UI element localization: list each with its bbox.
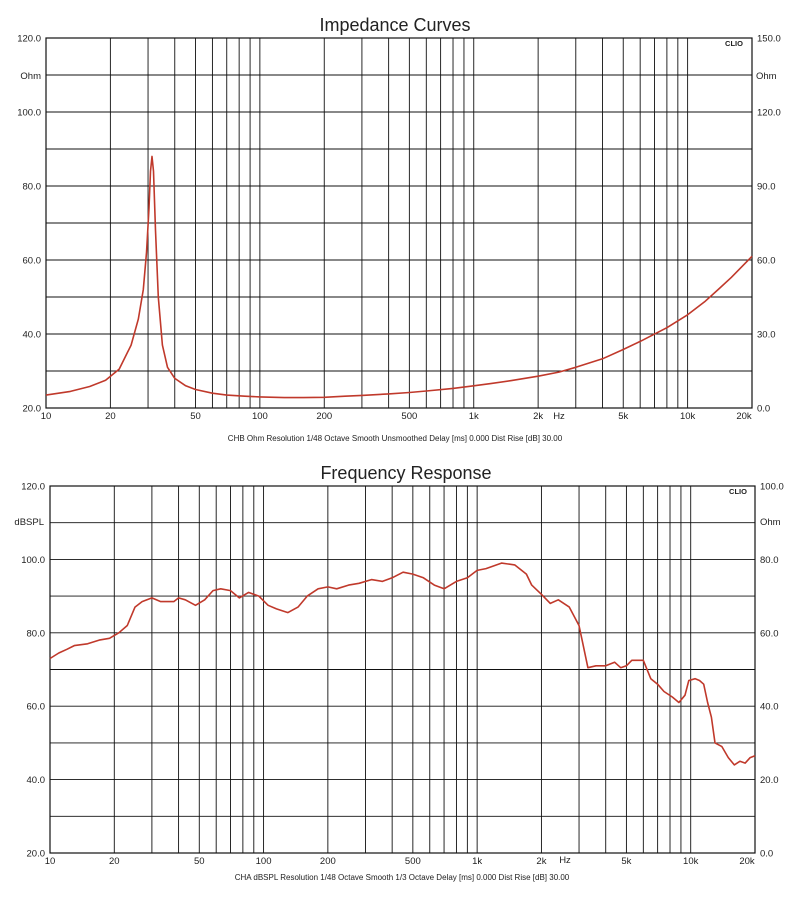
- y-tick-label: 20.0: [27, 849, 46, 860]
- x-tick-label: 10k: [680, 411, 696, 422]
- chart-title: Frequency Response: [320, 463, 491, 483]
- y2-tick-label: 0.0: [760, 849, 773, 860]
- y-axis-label: Ohm: [20, 71, 41, 82]
- brand-logo: CLIO: [725, 39, 743, 48]
- x-tick-label: 500: [401, 411, 417, 422]
- y-tick-label: 100.0: [21, 555, 45, 566]
- x-tick-label: 200: [316, 411, 332, 422]
- brand-logo: CLIO: [729, 487, 747, 496]
- y2-tick-label: 0.0: [757, 404, 770, 415]
- x-tick-label: 500: [405, 856, 421, 867]
- x-tick-label: 10k: [683, 856, 699, 867]
- y2-tick-label: 20.0: [760, 775, 779, 786]
- y2-axis-label: Ohm: [756, 71, 777, 82]
- y-axis-label: dBSPL: [14, 517, 44, 528]
- x-axis-unit: Hz: [553, 411, 565, 422]
- chart-caption: CHA dBSPL Resolution 1/48 Octave Smooth …: [235, 873, 570, 882]
- data-line: [49, 562, 756, 766]
- y2-tick-label: 100.0: [760, 482, 784, 493]
- y2-tick-label: 60.0: [757, 256, 776, 267]
- x-tick-label: 1k: [472, 856, 482, 867]
- x-tick-label: 100: [252, 411, 268, 422]
- x-tick-label: 20k: [739, 856, 755, 867]
- y2-tick-label: 30.0: [757, 330, 776, 341]
- y-tick-label: 80.0: [23, 182, 42, 193]
- x-tick-label: 10: [41, 411, 52, 422]
- y-tick-label: 60.0: [27, 702, 46, 713]
- y-tick-label: 120.0: [17, 34, 41, 45]
- x-tick-label: 200: [320, 856, 336, 867]
- x-tick-label: 20: [105, 411, 116, 422]
- y-tick-label: 40.0: [23, 330, 42, 341]
- y2-tick-label: 120.0: [757, 108, 781, 119]
- plot-frame: [49, 485, 756, 854]
- x-tick-label: 20k: [736, 411, 752, 422]
- x-tick-label: 50: [190, 411, 201, 422]
- y2-axis-label: Ohm: [760, 517, 781, 528]
- y2-tick-label: 40.0: [760, 702, 779, 713]
- chart-caption: CHB Ohm Resolution 1/48 Octave Smooth Un…: [228, 434, 563, 443]
- x-tick-label: 100: [256, 856, 272, 867]
- y-tick-label: 80.0: [27, 628, 46, 639]
- impedance-chart: Impedance Curves CHB Ohm Resolution 1/48…: [17, 15, 781, 443]
- x-tick-label: 2k: [533, 411, 543, 422]
- y-tick-label: 20.0: [23, 404, 42, 415]
- plot-frame: [45, 37, 753, 409]
- chart-title: Impedance Curves: [319, 15, 470, 35]
- x-tick-label: 5k: [618, 411, 628, 422]
- x-tick-label: 10: [45, 856, 56, 867]
- frequency-response-chart: Frequency Response CHA dBSPL Resolution …: [14, 463, 783, 882]
- x-tick-label: 20: [109, 856, 120, 867]
- data-line: [45, 155, 753, 399]
- y-tick-label: 40.0: [27, 775, 46, 786]
- y-tick-label: 100.0: [17, 108, 41, 119]
- x-tick-label: 1k: [469, 411, 479, 422]
- y-tick-label: 120.0: [21, 482, 45, 493]
- y-tick-label: 60.0: [23, 256, 42, 267]
- x-axis-unit: Hz: [559, 855, 571, 866]
- y2-tick-label: 80.0: [760, 555, 779, 566]
- y2-tick-label: 90.0: [757, 182, 776, 193]
- x-tick-label: 50: [194, 856, 205, 867]
- x-tick-label: 5k: [621, 856, 631, 867]
- y2-tick-label: 150.0: [757, 34, 781, 45]
- x-tick-label: 2k: [536, 856, 546, 867]
- y2-tick-label: 60.0: [760, 628, 779, 639]
